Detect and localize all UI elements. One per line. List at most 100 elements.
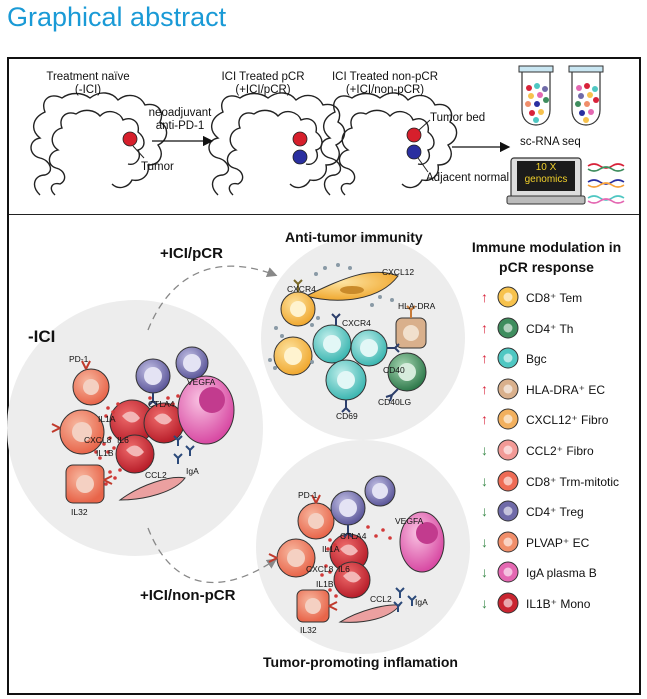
legend-cell-icon: [497, 408, 519, 430]
legend-cell-icon: [497, 592, 519, 614]
tumor-dot-nonpcr: [406, 127, 422, 143]
legend-title: Immune modulation in pCR response: [454, 237, 639, 277]
down-arrow-icon: ↓: [481, 472, 488, 489]
pcr-label: ICI Treated pCR (+ICI/pCR): [208, 71, 318, 97]
marker-cd40: CD40: [383, 365, 405, 375]
naive-label: Treatment naïve (-ICI): [38, 71, 138, 97]
legend-title-line1: Immune modulation in: [471, 239, 622, 255]
up-arrow-icon: ↑: [481, 350, 488, 367]
legend-item: ↓ CD4⁺ Treg: [477, 498, 642, 528]
plus-pcr-label: +ICI/pCR: [160, 245, 223, 262]
marker-iga-nonpcr: IgA: [415, 597, 428, 607]
tumor-dot-pcr: [292, 131, 308, 147]
legend-cell-icon: [497, 378, 519, 400]
tumor-bed-label: Tumor bed: [430, 112, 486, 124]
marker-iga: IgA: [186, 466, 199, 476]
marker-vegfa: VEGFA: [187, 377, 216, 387]
legend-label: CD4⁺ Treg: [526, 505, 584, 520]
marker-cxcl8: CXCL8: [84, 435, 112, 445]
up-arrow-icon: ↑: [481, 289, 488, 305]
marker-il32: IL32: [71, 507, 88, 517]
legend-item: ↓ CD8⁺ Trm-mitotic: [477, 468, 642, 498]
marker-cxcr4-mid: CXCR4: [342, 318, 371, 328]
legend-label: IL1B⁺ Mono: [526, 597, 591, 611]
section-divider: [9, 214, 639, 215]
up-arrow-icon: ↑: [481, 411, 488, 428]
genomics-line2: genomics: [524, 174, 568, 185]
legend-cell-icon: [497, 286, 519, 308]
test-tube-left: [518, 65, 554, 126]
pcr-label-line2: (+ICI/pCR): [235, 84, 291, 96]
legend-label: CCL2⁺ Fibro: [526, 444, 594, 458]
up-arrow-icon: ↑: [481, 380, 488, 397]
marker-il1b-nonpcr: IL1B: [316, 579, 334, 589]
tumor-dot-naive: [122, 131, 138, 147]
colon-naive-outline: [30, 92, 168, 196]
nonpcr-label-line2: (+ICI/non-pCR): [345, 84, 425, 96]
marker-hladra: HLA-DRA: [398, 301, 436, 311]
marker-vegfa-nonpcr: VEGFA: [395, 516, 424, 526]
down-arrow-icon: ↓: [481, 595, 488, 611]
nonpcr-label-line1: ICI Treated non-pCR: [331, 71, 439, 83]
legend-label: CD8⁺ Trm-mitotic: [526, 474, 619, 489]
treatment-label: neoadjuvant anti-PD-1: [140, 107, 220, 133]
marker-il1a: IL1A: [98, 414, 116, 424]
legend-item: ↓ CCL2⁺ Fibro: [477, 437, 642, 467]
nonpcr-label: ICI Treated non-pCR (+ICI/non-pCR): [320, 71, 450, 97]
legend-label: IgA plasma B: [526, 566, 597, 581]
legend-label: CXCL12⁺ Fibro: [526, 413, 609, 428]
down-arrow-icon: ↓: [481, 442, 488, 458]
legend-item: ↑ HLA-DRA⁺ EC: [477, 376, 642, 406]
legend-label: PLVAP⁺ EC: [526, 535, 590, 550]
minus-ici-label: -ICI: [28, 327, 56, 346]
up-arrow-icon: ↑: [481, 319, 488, 336]
colon-pcr-outline: [208, 92, 346, 196]
marker-il1b: IL1B: [96, 448, 114, 458]
legend-label: Bgc: [526, 352, 547, 367]
marker-ctla4: CTLA4: [148, 399, 175, 409]
dna-strands: [587, 163, 625, 204]
naive-label-line2: (-ICI): [74, 84, 102, 96]
down-arrow-icon: ↓: [481, 564, 488, 581]
naive-label-line1: Treatment naïve: [46, 71, 130, 83]
test-tube-right: [568, 65, 604, 126]
marker-cd69: CD69: [336, 411, 358, 421]
legend-item: ↑ CD4⁺ Th: [477, 315, 642, 345]
tumor-promoting-label: Tumor-promoting inflamation: [263, 654, 458, 670]
scrna-label: sc-RNA seq: [520, 136, 581, 148]
legend-item: ↑ CXCL12⁺ Fibro: [477, 406, 642, 436]
marker-cxcl12: CXCL12: [382, 267, 415, 277]
legend-item: ↓ IL1B⁺ Mono: [477, 590, 642, 620]
marker-il32-nonpcr: IL32: [300, 625, 317, 635]
legend-cell-icon: [497, 531, 519, 553]
pcr-label-line1: ICI Treated pCR: [221, 71, 305, 83]
treatment-line2: anti-PD-1: [155, 120, 205, 132]
marker-pd1: PD-1: [69, 354, 89, 364]
legend-item: ↑ CD8⁺ Tem: [477, 284, 642, 314]
treatment-line1: neoadjuvant: [148, 107, 212, 119]
marker-ccl2-nonpcr: CCL2: [370, 594, 392, 604]
legend-cell-icon: [497, 500, 519, 522]
marker-cxcr4-top: CXCR4: [287, 284, 316, 294]
legend-item: ↓ IgA plasma B: [477, 559, 642, 589]
plus-nonpcr-label: +ICI/non-pCR: [140, 587, 236, 604]
marker-cxcl8-nonpcr: CXCL8: [306, 564, 334, 574]
legend-item: ↓ PLVAP⁺ EC: [477, 529, 642, 559]
legend-cell-icon: [497, 317, 519, 339]
marker-il6-nonpcr: IL6: [338, 564, 350, 574]
adjacent-normal-label: Adjacent normal: [426, 172, 510, 184]
page-title: Graphical abstract: [7, 2, 227, 32]
legend-cell-icon: [497, 470, 519, 492]
normal-dot-nonpcr: [406, 144, 422, 160]
legend-cell-icon: [497, 439, 519, 461]
sequencer-machine: [506, 157, 586, 205]
legend-cell-icon: [497, 561, 519, 583]
tumor-label: Tumor: [141, 161, 174, 173]
marker-ctla4-nonpcr: CTLA4: [340, 531, 367, 541]
top-panel-graphics: [30, 65, 625, 205]
marker-il6: IL6: [117, 435, 129, 445]
down-arrow-icon: ↓: [481, 503, 488, 520]
marker-pd1-nonpcr: PD-1: [298, 490, 318, 500]
legend-label: CD4⁺ Th: [526, 321, 574, 336]
marker-il1a-nonpcr: IL1A: [322, 544, 340, 554]
